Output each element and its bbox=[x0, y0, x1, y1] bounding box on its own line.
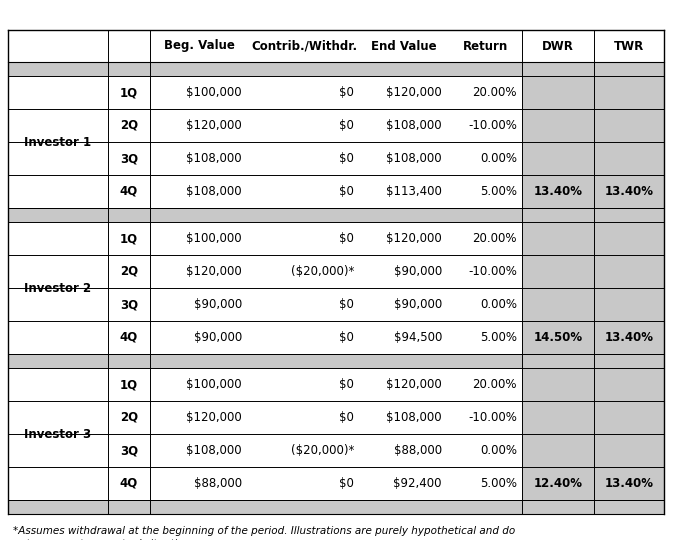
Text: Return: Return bbox=[462, 39, 508, 52]
Bar bbox=[522, 368, 664, 500]
Bar bbox=[8, 500, 664, 514]
Text: $120,000: $120,000 bbox=[386, 378, 442, 391]
Text: $0: $0 bbox=[339, 477, 354, 490]
Text: 4Q: 4Q bbox=[120, 331, 138, 344]
Text: 13.40%: 13.40% bbox=[605, 477, 654, 490]
Text: DWR: DWR bbox=[542, 39, 574, 52]
Text: Investor 1: Investor 1 bbox=[24, 136, 92, 148]
Text: $0: $0 bbox=[339, 185, 354, 198]
Text: $90,000: $90,000 bbox=[193, 298, 242, 311]
Text: $90,000: $90,000 bbox=[193, 331, 242, 344]
Text: $0: $0 bbox=[339, 232, 354, 245]
Text: 5.00%: 5.00% bbox=[480, 477, 517, 490]
Text: Beg. Value: Beg. Value bbox=[164, 39, 235, 52]
Text: -10.00%: -10.00% bbox=[468, 411, 517, 424]
Bar bbox=[108, 76, 150, 208]
Text: $100,000: $100,000 bbox=[187, 378, 242, 391]
Bar bbox=[150, 368, 522, 500]
Bar bbox=[108, 222, 150, 354]
Text: $90,000: $90,000 bbox=[394, 265, 442, 278]
Text: 4Q: 4Q bbox=[120, 185, 138, 198]
Text: $108,000: $108,000 bbox=[187, 152, 242, 165]
Text: $88,000: $88,000 bbox=[194, 477, 242, 490]
Bar bbox=[8, 208, 664, 222]
Text: $113,400: $113,400 bbox=[386, 185, 442, 198]
Text: not represent any actual situations.: not represent any actual situations. bbox=[13, 539, 199, 540]
Text: $0: $0 bbox=[339, 152, 354, 165]
Text: 13.40%: 13.40% bbox=[605, 331, 654, 344]
Text: $120,000: $120,000 bbox=[186, 411, 242, 424]
Bar bbox=[522, 222, 664, 354]
Text: 1Q: 1Q bbox=[120, 378, 138, 391]
Text: 5.00%: 5.00% bbox=[480, 185, 517, 198]
Text: $108,000: $108,000 bbox=[386, 411, 442, 424]
Text: Investor 3: Investor 3 bbox=[24, 428, 92, 441]
Bar bbox=[108, 368, 150, 500]
Text: 13.40%: 13.40% bbox=[605, 185, 654, 198]
Text: $120,000: $120,000 bbox=[186, 265, 242, 278]
Text: -10.00%: -10.00% bbox=[468, 265, 517, 278]
Text: 20.00%: 20.00% bbox=[472, 232, 517, 245]
Bar bbox=[8, 76, 108, 208]
Text: 12.40%: 12.40% bbox=[534, 477, 582, 490]
Text: 0.00%: 0.00% bbox=[480, 298, 517, 311]
Text: 3Q: 3Q bbox=[120, 444, 138, 457]
Bar bbox=[522, 76, 664, 208]
Text: $108,000: $108,000 bbox=[187, 185, 242, 198]
Text: 1Q: 1Q bbox=[120, 232, 138, 245]
Bar bbox=[8, 62, 664, 76]
Text: 3Q: 3Q bbox=[120, 152, 138, 165]
Text: *Assumes withdrawal at the beginning of the period. Illustrations are purely hyp: *Assumes withdrawal at the beginning of … bbox=[13, 526, 515, 536]
Text: -10.00%: -10.00% bbox=[468, 119, 517, 132]
Text: Investor 2: Investor 2 bbox=[24, 281, 92, 294]
Text: $0: $0 bbox=[339, 331, 354, 344]
Bar bbox=[8, 222, 108, 354]
Text: 4Q: 4Q bbox=[120, 477, 138, 490]
Text: $120,000: $120,000 bbox=[186, 119, 242, 132]
Text: ($20,000)*: ($20,000)* bbox=[290, 444, 354, 457]
Text: TWR: TWR bbox=[614, 39, 644, 52]
Text: 2Q: 2Q bbox=[120, 411, 138, 424]
Text: $108,000: $108,000 bbox=[386, 152, 442, 165]
Bar bbox=[8, 354, 664, 368]
Text: $88,000: $88,000 bbox=[394, 444, 442, 457]
Bar bbox=[150, 222, 522, 354]
Text: 14.50%: 14.50% bbox=[533, 331, 582, 344]
Text: Contrib./Withdr.: Contrib./Withdr. bbox=[251, 39, 357, 52]
Text: 3Q: 3Q bbox=[120, 298, 138, 311]
Text: 0.00%: 0.00% bbox=[480, 152, 517, 165]
Text: 2Q: 2Q bbox=[120, 265, 138, 278]
Text: $0: $0 bbox=[339, 119, 354, 132]
Text: $0: $0 bbox=[339, 86, 354, 99]
Text: $100,000: $100,000 bbox=[187, 86, 242, 99]
Bar bbox=[8, 368, 108, 500]
Text: $108,000: $108,000 bbox=[187, 444, 242, 457]
Bar bbox=[150, 76, 522, 208]
Text: $120,000: $120,000 bbox=[386, 86, 442, 99]
Text: 5.00%: 5.00% bbox=[480, 331, 517, 344]
Text: $0: $0 bbox=[339, 411, 354, 424]
Text: 1Q: 1Q bbox=[120, 86, 138, 99]
Bar bbox=[8, 30, 664, 62]
Text: $0: $0 bbox=[339, 298, 354, 311]
Text: $100,000: $100,000 bbox=[187, 232, 242, 245]
Text: 13.40%: 13.40% bbox=[534, 185, 582, 198]
Text: $92,400: $92,400 bbox=[394, 477, 442, 490]
Text: ($20,000)*: ($20,000)* bbox=[290, 265, 354, 278]
Text: $120,000: $120,000 bbox=[386, 232, 442, 245]
Text: $90,000: $90,000 bbox=[394, 298, 442, 311]
Text: 20.00%: 20.00% bbox=[472, 86, 517, 99]
Text: $0: $0 bbox=[339, 378, 354, 391]
Text: End Value: End Value bbox=[371, 39, 437, 52]
Text: 0.00%: 0.00% bbox=[480, 444, 517, 457]
Text: $108,000: $108,000 bbox=[386, 119, 442, 132]
Text: 20.00%: 20.00% bbox=[472, 378, 517, 391]
Text: 2Q: 2Q bbox=[120, 119, 138, 132]
Text: $94,500: $94,500 bbox=[394, 331, 442, 344]
